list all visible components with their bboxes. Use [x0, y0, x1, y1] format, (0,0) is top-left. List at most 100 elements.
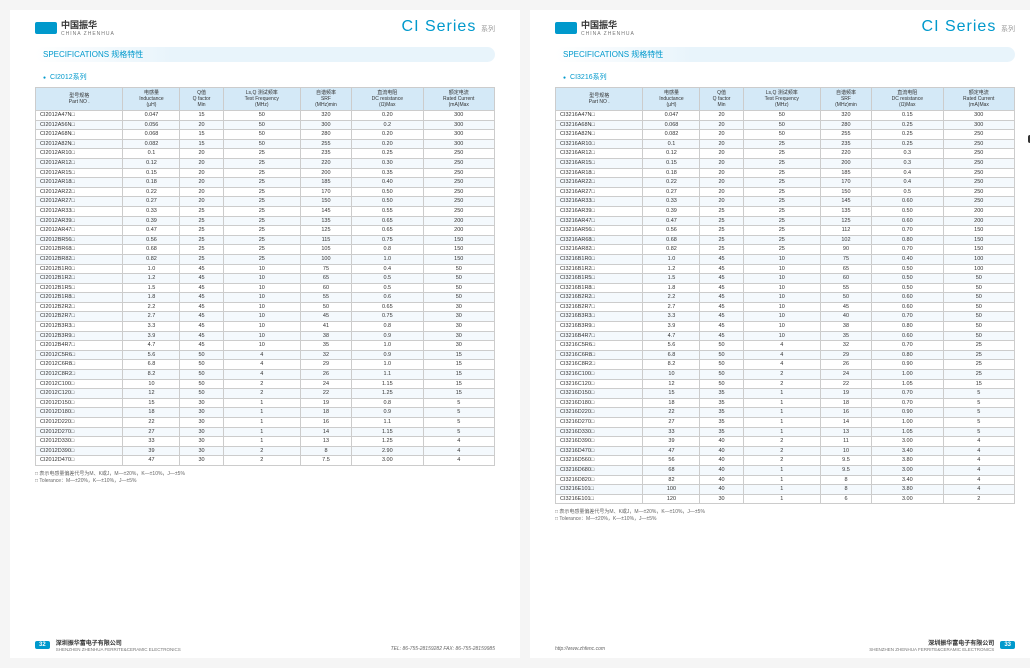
- cell: 4: [223, 360, 300, 370]
- cell: 0.65: [352, 302, 423, 312]
- cell: 10: [743, 264, 820, 274]
- table-row: CI2012BR82□0.8225251001.0150: [36, 254, 495, 264]
- cell: 0.33: [643, 197, 700, 207]
- cell: 56: [643, 456, 700, 466]
- cell: 0.4: [872, 168, 943, 178]
- cell: 25: [223, 158, 300, 168]
- cell: 250: [943, 158, 1014, 168]
- cell: 45: [700, 254, 743, 264]
- cell: 0.25: [352, 149, 423, 159]
- cell: 25: [223, 149, 300, 159]
- cell: 0.75: [352, 312, 423, 322]
- cell: 0.4: [352, 264, 423, 274]
- cell: 150: [423, 245, 494, 255]
- cell: 120: [643, 494, 700, 504]
- cell: 0.3: [872, 158, 943, 168]
- cell: 250: [943, 197, 1014, 207]
- cell: CI3216D820□: [556, 475, 643, 485]
- cell: 35: [300, 341, 351, 351]
- cell: 150: [943, 245, 1014, 255]
- cell: CI2012B1R8□: [36, 293, 123, 303]
- cell: 0.70: [872, 226, 943, 236]
- cell: 0.068: [123, 130, 180, 140]
- cell: CI3216B1R5□: [556, 274, 643, 284]
- cell: 0.20: [352, 139, 423, 149]
- cell: 300: [300, 120, 351, 130]
- cell: 0.22: [643, 178, 700, 188]
- table-row: CI2012A47N□0.04715503200.20300: [36, 111, 495, 121]
- cell: 150: [423, 254, 494, 264]
- table-row: CI3216B1R0□1.04510750.40100: [556, 254, 1015, 264]
- table-row: CI3216A68N□0.06820502800.25300: [556, 120, 1015, 130]
- cell: 50: [700, 350, 743, 360]
- cell: 30: [180, 408, 223, 418]
- table-row: CI3216D680□684019.53.004: [556, 465, 1015, 475]
- col-header: 额定电流Rated Current(mA)Max: [423, 88, 494, 111]
- cell: 5: [423, 427, 494, 437]
- series-title: CI Series 系列: [922, 18, 1015, 36]
- col-header: 电感量Inductance(μH): [643, 88, 700, 111]
- cell: CI3216AR39□: [556, 206, 643, 216]
- table-row: CI3216D560□564029.53.804: [556, 456, 1015, 466]
- cell: 10: [743, 283, 820, 293]
- cell: 15: [423, 360, 494, 370]
- cell: 0.39: [643, 206, 700, 216]
- cell: 35: [700, 408, 743, 418]
- table-row: CI2012D220□22301161.15: [36, 418, 495, 428]
- cell: CI3216C120□: [556, 379, 643, 389]
- cell: 185: [300, 178, 351, 188]
- cell: 2: [743, 446, 820, 456]
- cell: 300: [943, 120, 1014, 130]
- cell: 250: [423, 187, 494, 197]
- table-row: CI2012B1R5□1.54510600.550: [36, 283, 495, 293]
- cell: 6.8: [643, 350, 700, 360]
- cell: 50: [223, 130, 300, 140]
- cell: 4: [943, 465, 1014, 475]
- cell: 8.2: [643, 360, 700, 370]
- cell: CI2012D470□: [36, 456, 123, 466]
- table-row: CI2012AR39□0.3925251350.65200: [36, 216, 495, 226]
- cell: 4: [943, 437, 1014, 447]
- cell: CI2012AR10□: [36, 149, 123, 159]
- cell: 0.60: [872, 197, 943, 207]
- cell: 20: [180, 149, 223, 159]
- cell: CI3216C8R2□: [556, 360, 643, 370]
- cell: 40: [700, 446, 743, 456]
- cell: 25: [223, 216, 300, 226]
- cell: 0.12: [643, 149, 700, 159]
- cell: 0.5: [352, 283, 423, 293]
- cell: 50: [820, 293, 871, 303]
- cell: 25: [223, 187, 300, 197]
- cell: 25: [943, 370, 1014, 380]
- table-row: CI2012D180□18301180.95: [36, 408, 495, 418]
- cell: 1.25: [352, 437, 423, 447]
- cell: 0.50: [352, 197, 423, 207]
- cell: 40: [820, 312, 871, 322]
- cell: 29: [820, 350, 871, 360]
- cell: 0.20: [352, 111, 423, 121]
- table-row: CI2012D390□3930282.904: [36, 446, 495, 456]
- page-footer: 32 深圳振华富电子有限公司 SHENZHEN ZHENHUA FERRITE&…: [35, 638, 495, 652]
- table-row: CI2012B2R7□2.74510450.7530: [36, 312, 495, 322]
- series-title: CI Series 系列: [402, 18, 495, 36]
- cell: CI3216D560□: [556, 456, 643, 466]
- cell: 35: [820, 331, 871, 341]
- footnotes: 表示电感量偏差代号为M、K或J，M—±20%，K—±10%，J—±5% Tole…: [35, 471, 495, 485]
- cell: CI3216AR82□: [556, 245, 643, 255]
- table-row: CI3216B1R5□1.54510600.5050: [556, 274, 1015, 284]
- cell: 45: [180, 331, 223, 341]
- cell: 16: [300, 418, 351, 428]
- cell: 26: [820, 360, 871, 370]
- cell: 0.15: [643, 158, 700, 168]
- cell: 0.1: [123, 149, 180, 159]
- cell: 20: [180, 197, 223, 207]
- table-row: CI3216B1R8□1.84510550.5050: [556, 283, 1015, 293]
- cell: 30: [423, 331, 494, 341]
- cell: 1.0: [352, 360, 423, 370]
- cell: 6.8: [123, 360, 180, 370]
- cell: 12: [123, 389, 180, 399]
- table-row: CI3216D390□39402113.004: [556, 437, 1015, 447]
- cell: 0.18: [123, 178, 180, 188]
- cell: 1: [743, 418, 820, 428]
- cell: 235: [300, 149, 351, 159]
